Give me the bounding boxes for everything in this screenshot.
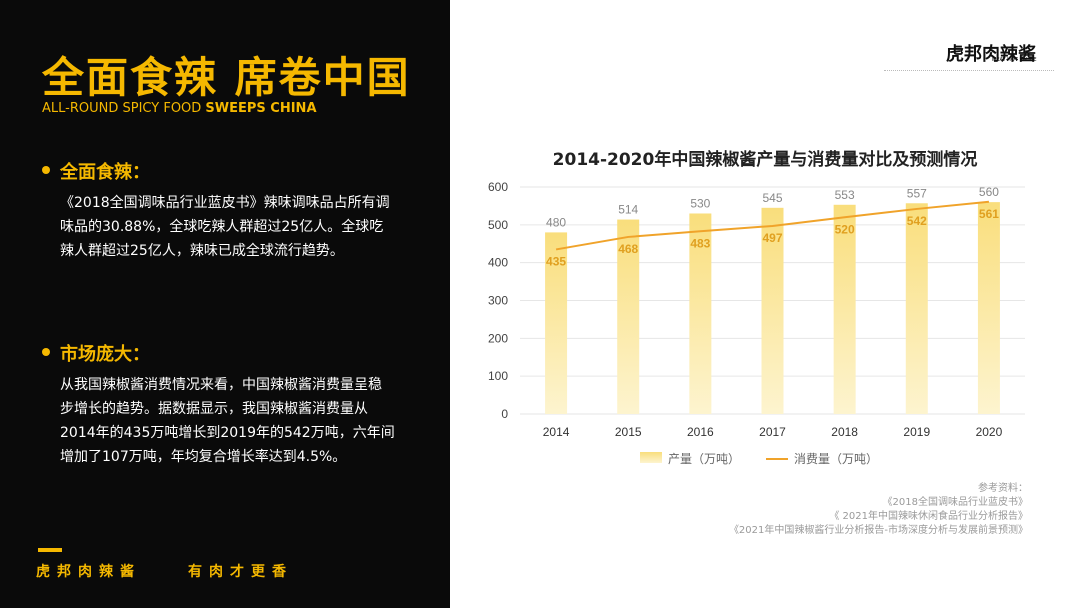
- bar-value-label: 557: [907, 186, 927, 200]
- line-value-label: 542: [907, 214, 927, 228]
- subtitle-bold: SWEEPS CHINA: [205, 101, 317, 116]
- bar-value-label: 514: [618, 203, 638, 217]
- brand-logo: 虎邦肉辣酱 MEAT HOT SAUCE: [946, 40, 1038, 66]
- footer-brand: 虎邦肉辣酱: [36, 564, 141, 580]
- bar-value-label: 480: [546, 215, 566, 229]
- x-tick-label: 2015: [615, 425, 642, 439]
- bar: [905, 203, 928, 414]
- x-tick-label: 2018: [831, 425, 858, 439]
- bar: [545, 232, 568, 414]
- y-tick-label: 200: [488, 331, 508, 345]
- bar: [617, 219, 640, 414]
- bar-data-labels: 480 514 530 545 553 557 560: [546, 185, 999, 229]
- subtitle-light: ALL-ROUND SPICY FOOD: [42, 101, 206, 116]
- page-subtitle: ALL-ROUND SPICY FOOD SWEEPS CHINA: [42, 101, 317, 116]
- line-value-label: 561: [979, 207, 999, 221]
- x-tick-label: 2020: [976, 425, 1003, 439]
- x-tick-label: 2017: [759, 425, 786, 439]
- x-axis-ticks: 2014 2015 2016 2017 2018 2019 2020: [543, 425, 1003, 439]
- section-body-1: 《2018全国调味品行业蓝皮书》辣味调味品占所有调味品的30.88%，全球吃辣人…: [60, 195, 390, 259]
- section-heading-text-1: 全面食辣：: [60, 162, 150, 183]
- section-heading-1: 全面食辣：: [42, 158, 150, 184]
- bullet-dot-icon: [42, 348, 50, 356]
- left-panel: 全面食辣 席卷中国 ALL-ROUND SPICY FOOD SWEEPS CH…: [0, 0, 450, 608]
- line-series: [555, 200, 990, 251]
- logo-main-text: 虎邦肉辣酱: [946, 44, 1036, 65]
- legend-bar-swatch: [640, 452, 662, 463]
- x-tick-label: 2016: [687, 425, 714, 439]
- x-tick-label: 2019: [903, 425, 930, 439]
- bar-value-label: 530: [690, 196, 710, 210]
- reference-item-2: 《 2021年中国辣味休闲食品行业分析报告》: [829, 511, 1028, 522]
- references-label: 参考资料：: [978, 483, 1028, 494]
- bar: [761, 207, 784, 414]
- bar: [833, 204, 856, 414]
- line-value-label: 468: [618, 242, 638, 256]
- y-tick-label: 600: [488, 180, 508, 194]
- bar-series: [545, 202, 1000, 414]
- line-value-label: 520: [835, 222, 855, 236]
- section-heading-2: 市场庞大：: [42, 340, 150, 366]
- bullet-dot-icon: [42, 166, 50, 174]
- bar: [689, 213, 712, 414]
- line-value-label: 435: [546, 254, 566, 268]
- legend-bar-label: 产量（万吨）: [668, 452, 741, 466]
- bar-value-label: 545: [762, 191, 782, 205]
- legend-line-label: 消费量（万吨）: [794, 452, 879, 466]
- y-tick-label: 300: [488, 294, 508, 308]
- legend-item-bar: 产量（万吨）: [640, 450, 750, 466]
- legend-line-swatch: [766, 458, 788, 460]
- line-data-labels: 435 468 483 497 520 542 561: [546, 207, 999, 269]
- series-line: [555, 200, 990, 251]
- y-tick-label: 400: [488, 256, 508, 270]
- y-axis-ticks: 0 100 200 300 400 500 600: [488, 180, 508, 421]
- x-tick-label: 2014: [543, 425, 570, 439]
- line-value-label: 483: [690, 236, 710, 250]
- y-tick-label: 100: [488, 369, 508, 383]
- section-heading-text-2: 市场庞大：: [60, 344, 150, 365]
- footer-accent-bar: [38, 548, 62, 552]
- logo-sub-text: MEAT HOT SAUCE: [992, 57, 1037, 63]
- line-value-label: 497: [762, 231, 782, 245]
- y-tick-label: 500: [488, 218, 508, 232]
- bar-value-label: 553: [835, 188, 855, 202]
- references: 参考资料： 《2018全国调味品行业蓝皮书》 《 2021年中国辣味休闲食品行业…: [729, 482, 1028, 538]
- chart-title: 2014-2020年中国辣椒酱产量与消费量对比及预测情况: [552, 150, 978, 170]
- section-body-2: 从我国辣椒酱消费情况来看，中国辣椒酱消费量呈稳步增长的趋势。据数据显示，我国辣椒…: [60, 377, 395, 465]
- bar-value-label: 560: [979, 185, 999, 199]
- bar: [977, 202, 1000, 414]
- header-divider: [884, 70, 1054, 71]
- combo-chart: 0 100 200 300 400 500 600 480 514 530 545 553 557 56…: [488, 180, 1025, 439]
- reference-item-1: 《2018全国调味品行业蓝皮书》: [882, 497, 1028, 508]
- page-title: 全面食辣 席卷中国: [42, 53, 411, 102]
- y-tick-label: 0: [501, 407, 508, 421]
- legend-item-line: 消费量（万吨）: [766, 450, 886, 466]
- reference-item-3: 《2021年中国辣椒酱行业分析报告-市场深度分析与发展前景预测》: [728, 525, 1028, 536]
- footer-tagline: 有肉才更香: [188, 564, 293, 580]
